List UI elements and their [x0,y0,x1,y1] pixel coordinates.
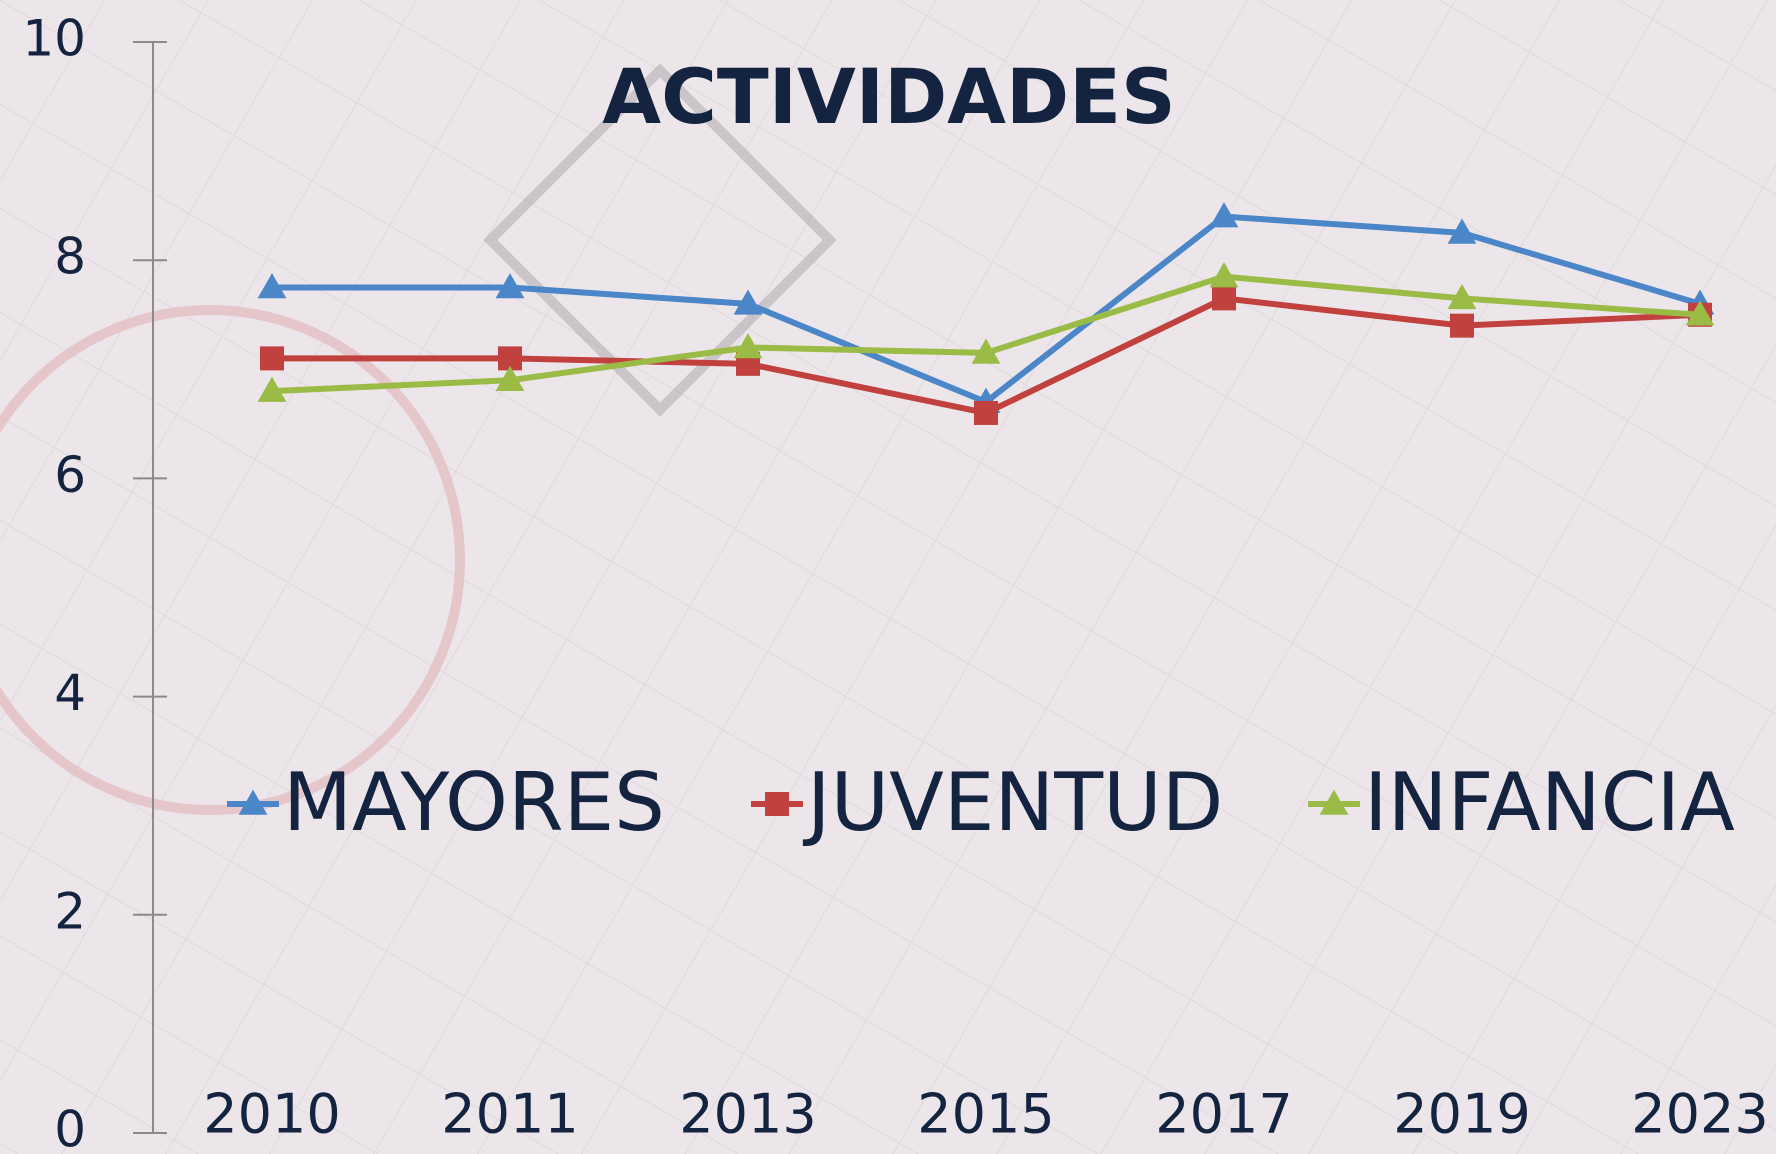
y-tick-label: 4 [54,664,86,722]
data-point [495,273,525,299]
legend-label: MAYORES [283,756,665,849]
data-point [974,400,998,425]
data-point [1450,313,1474,338]
data-point [733,289,763,315]
y-tick-label: 6 [54,446,86,504]
y-tick-label: 8 [54,228,86,286]
data-point [1447,218,1477,244]
decoration [0,305,465,815]
data-point [1209,202,1239,228]
data-point [257,273,287,299]
data-point [260,346,284,371]
legend-label: JUVENTUD [802,756,1223,849]
x-tick-label: 2023 [1631,1083,1768,1146]
legend-marker [1319,789,1349,815]
y-tick-label: 0 [54,1101,86,1154]
chart-title: ACTIVIDADES [602,52,1175,141]
x-tick-label: 2017 [1155,1083,1292,1146]
decoration [483,63,837,417]
y-tick-label: 2 [54,882,86,940]
data-point [1212,286,1236,311]
data-point [257,376,287,402]
x-tick-label: 2019 [1393,1083,1530,1146]
y-tick-label: 10 [22,10,86,68]
data-point [1447,283,1477,310]
x-tick-label: 2013 [679,1083,816,1146]
legend-marker [238,789,268,815]
x-tick-label: 2011 [441,1083,578,1146]
data-point [733,333,763,359]
x-tick-label: 2015 [917,1083,1054,1146]
legend-label: INFANCIA [1364,756,1735,849]
data-point [971,338,1001,364]
data-point [1209,262,1239,288]
x-tick-label: 2010 [203,1083,340,1146]
legend-marker [765,792,789,816]
data-point [1685,300,1715,326]
data-point [495,365,525,392]
